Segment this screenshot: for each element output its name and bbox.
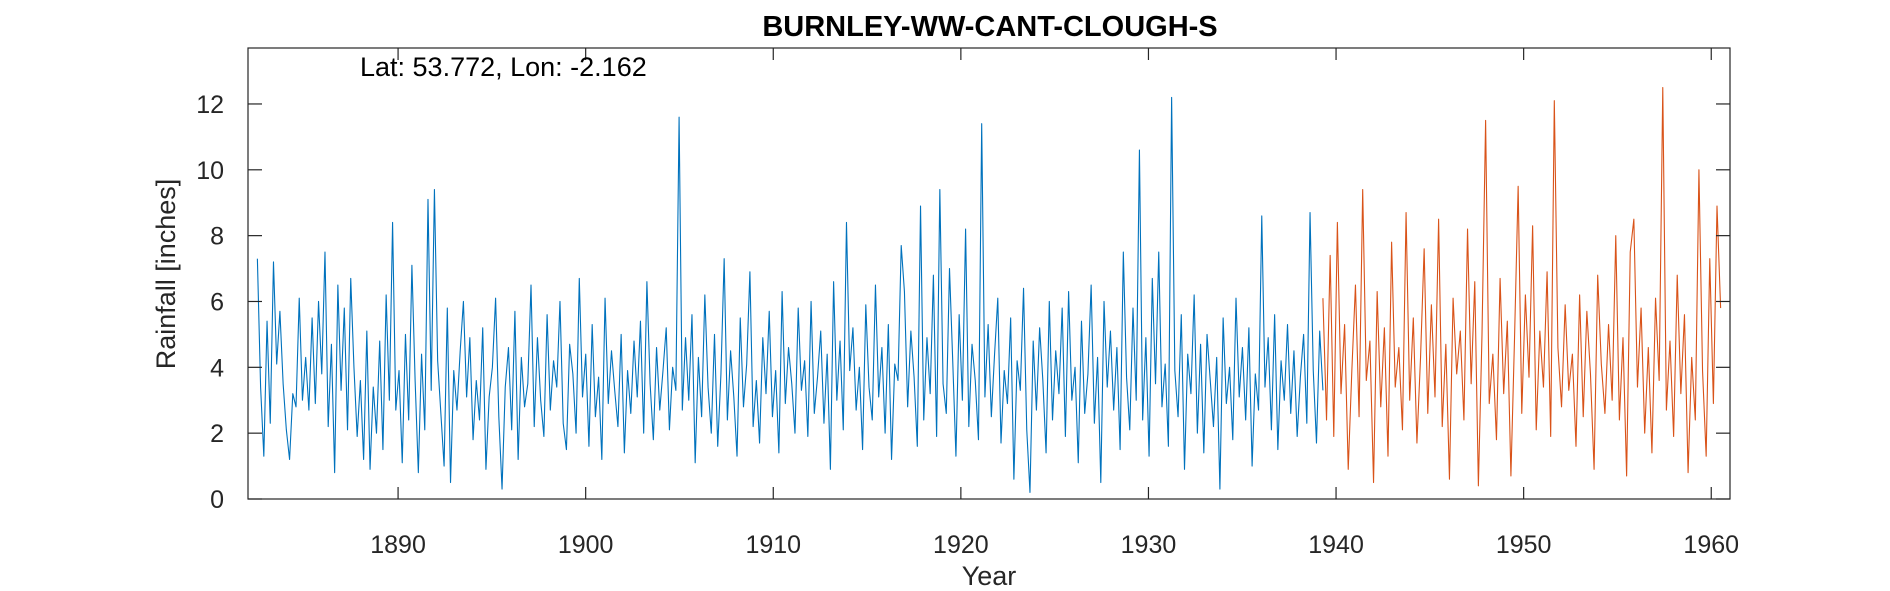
y-tick-label: 2 <box>210 420 224 448</box>
chart-title: BURNLEY-WW-CANT-CLOUGH-S <box>762 11 1217 43</box>
series-line-2 <box>1322 86 1722 487</box>
x-tick-label: 1910 <box>745 531 801 559</box>
x-tick-label: 1960 <box>1683 531 1739 559</box>
x-tick-label: 1950 <box>1496 531 1552 559</box>
series-layer <box>256 86 1722 493</box>
y-tick-label: 6 <box>210 288 224 316</box>
y-tick-label: 10 <box>196 157 224 185</box>
y-tick-label: 0 <box>210 486 224 514</box>
x-tick-label: 1920 <box>933 531 989 559</box>
axes-layer: 1890 1900 1910 1920 1930 1940 1950 1960 0 2 4 6 8 10 1… <box>196 48 1739 559</box>
x-tick-label: 1930 <box>1121 531 1177 559</box>
x-tick-label: 1940 <box>1308 531 1364 559</box>
location-annotation: Lat: 53.772, Lon: -2.162 <box>360 52 647 82</box>
y-axis-title: Rainfall [inches] <box>151 179 181 370</box>
x-tick-label: 1890 <box>370 531 426 559</box>
y-tick-label: 8 <box>210 223 224 251</box>
y-tick-label: 12 <box>196 91 224 119</box>
plot-area <box>247 47 1731 500</box>
x-tick-label: 1900 <box>558 531 614 559</box>
x-axis-title: Year <box>962 561 1017 591</box>
y-tick-label: 4 <box>210 354 224 382</box>
series-line-1 <box>256 96 1324 493</box>
